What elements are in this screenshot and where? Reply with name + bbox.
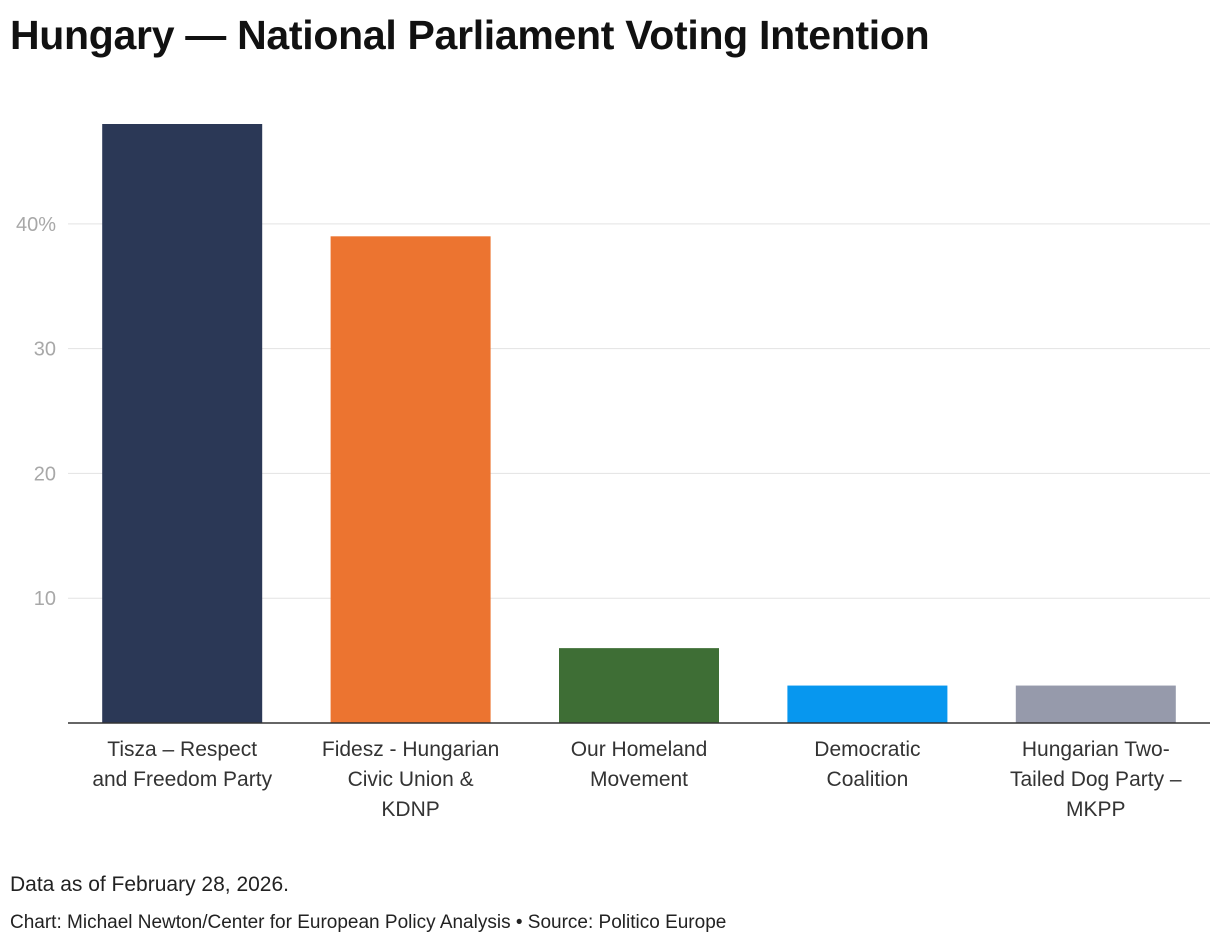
- y-tick-label: 30: [34, 339, 56, 361]
- x-tick-label: Tisza – Respect and Freedom Party: [92, 738, 272, 791]
- bar: [330, 236, 491, 723]
- x-tick-label: Our Homeland Movement: [571, 738, 708, 791]
- data-date-note: Data as of February 28, 2026.: [10, 873, 289, 896]
- x-tick-label: Fidesz - Hungarian Civic Union & KDNP: [322, 738, 499, 821]
- y-tick-label: 20: [34, 463, 56, 485]
- x-axis-labels: Tisza – Respect and Freedom Party Fidesz -…: [92, 738, 1182, 821]
- y-tick-label: 10: [34, 588, 56, 610]
- bar: [1015, 685, 1176, 723]
- x-tick-label: Democratic Coalition: [814, 738, 920, 791]
- y-tick-label: 40%: [16, 214, 56, 236]
- bar: [102, 124, 263, 723]
- chart-title: Hungary — National Parliament Voting Int…: [10, 12, 930, 58]
- bars: [102, 124, 1176, 723]
- y-axis-ticks: 10 20 30 40%: [16, 214, 56, 610]
- bar: [559, 648, 719, 723]
- source-credit: Chart: Michael Newton/Center for Europea…: [10, 912, 727, 933]
- bar-chart: 10 20 30 40% Tisza – Respect and Freedom Par…: [16, 124, 1210, 821]
- bar: [787, 685, 948, 723]
- x-tick-label: Hungarian Two-Tailed Dog Party – MKPP: [1010, 738, 1182, 821]
